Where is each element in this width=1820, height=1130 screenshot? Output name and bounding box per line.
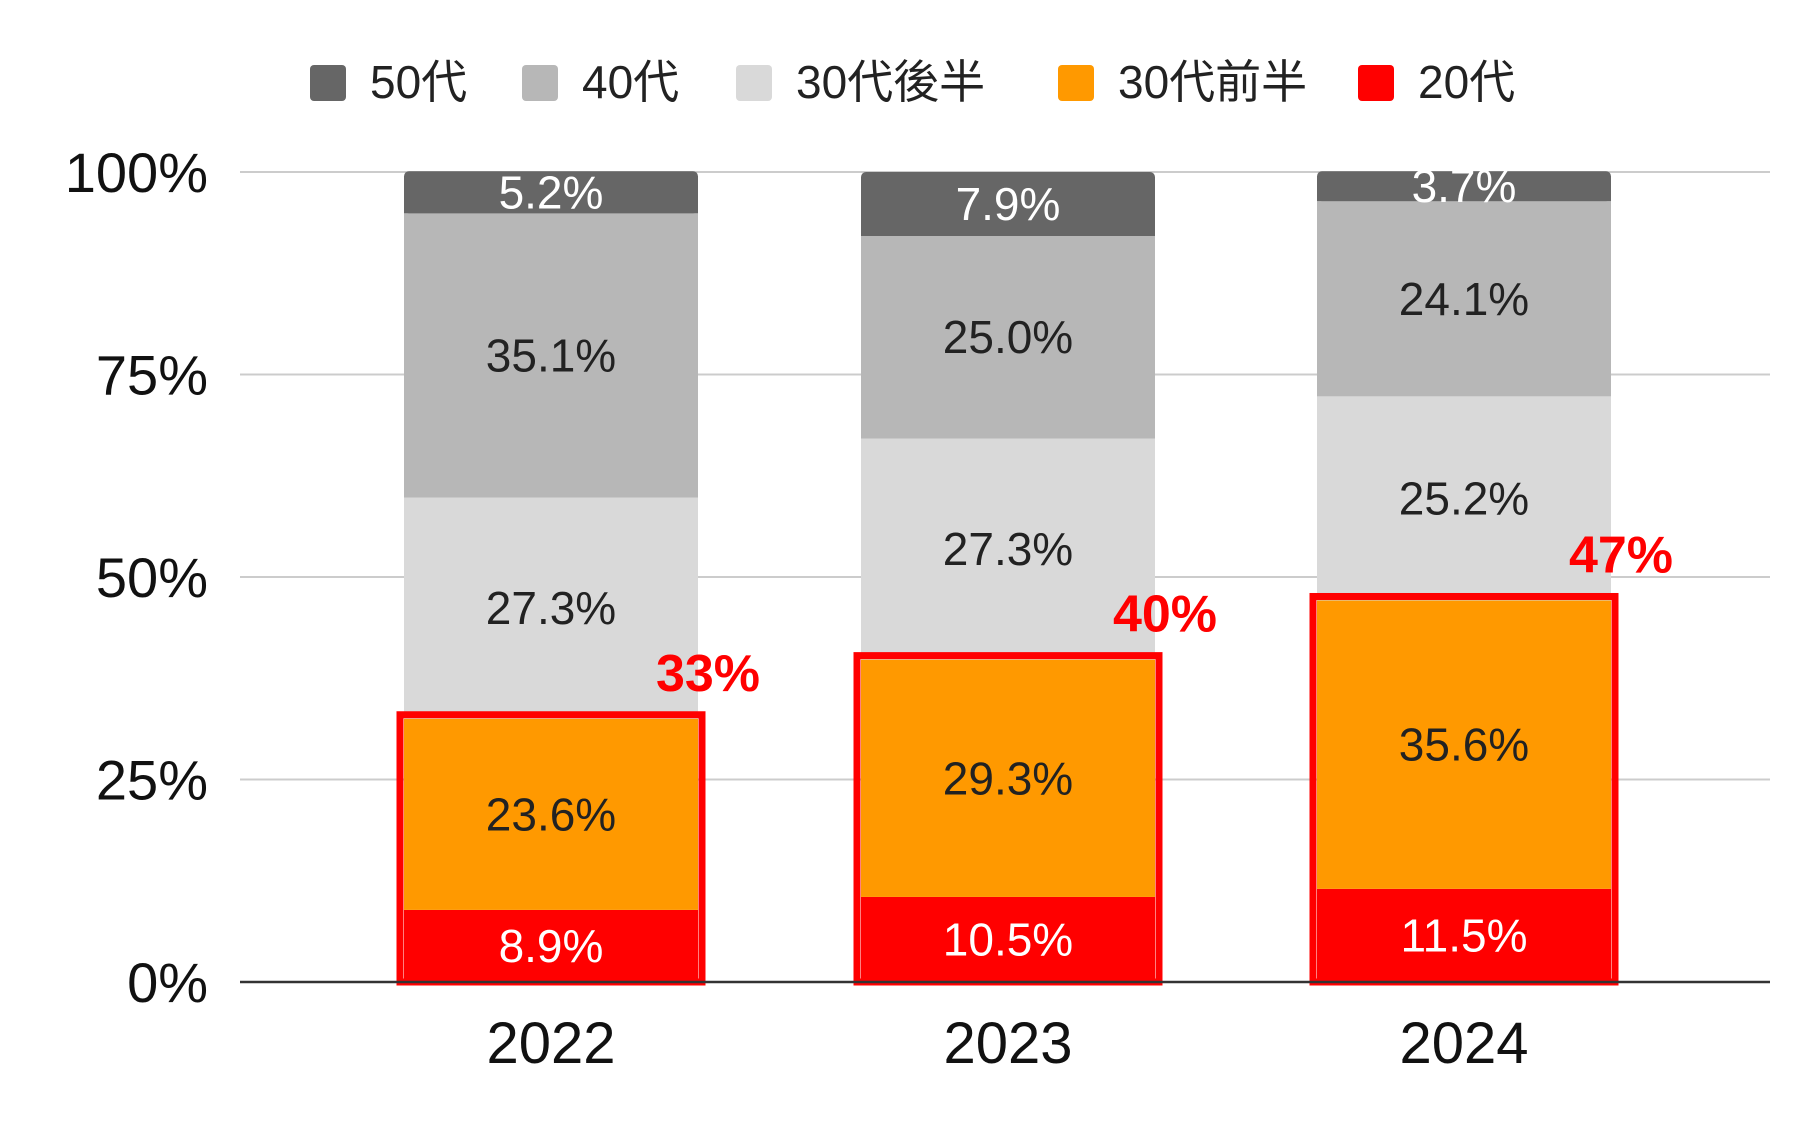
y-tick-label: 0% [127, 951, 208, 1014]
legend-label: 30代後半 [796, 56, 985, 108]
data-label: 25.2% [1399, 472, 1529, 524]
bar-segment-fill [861, 178, 1155, 236]
legend-swatch [1358, 65, 1394, 101]
legend: 50代 40代 30代後半 30代前半 20代 [310, 56, 1515, 108]
bar-segment-2024-3 [1317, 396, 1611, 601]
callout-label: 33% [656, 645, 760, 703]
data-label: 27.3% [943, 523, 1073, 575]
y-tick-label: 100% [65, 141, 208, 204]
x-tick-label: 2022 [486, 1011, 615, 1076]
data-labels: 8.9% 23.6% 27.3% 35.1% 5.2% 10.5% 29.3% 27.3% 25… [486, 160, 1529, 972]
bars [404, 171, 1611, 982]
x-tick-label: 2023 [943, 1011, 1072, 1076]
data-label: 8.9% [499, 920, 604, 972]
data-label: 5.2% [499, 166, 604, 218]
bar-segment-2024-4 [1317, 201, 1611, 397]
data-label: 24.1% [1399, 273, 1529, 325]
bar-segment-2022-1 [404, 909, 698, 982]
data-label: 11.5% [1400, 909, 1527, 961]
legend-label: 50代 [370, 56, 467, 108]
bar-segment-2024-1 [1317, 888, 1611, 982]
data-label: 27.3% [486, 582, 616, 634]
bar-segment-2022-2 [404, 718, 698, 910]
legend-swatch [522, 65, 558, 101]
legend-swatch [310, 65, 346, 101]
bar-segment-2023-2 [861, 659, 1155, 897]
data-label: 23.6% [486, 788, 616, 840]
bar-segment-2024-2 [1317, 600, 1611, 889]
y-tick-label: 50% [96, 546, 208, 609]
bar-segment-2022-3 [404, 497, 698, 719]
bar-segment-fill [1317, 177, 1611, 202]
axes: 0% 25% 50% 75% 100% 2022 2023 2024 [65, 141, 1770, 1076]
bar-segment-2022-4 [404, 213, 698, 498]
callout-labels: 33% 40% 47% [656, 526, 1673, 702]
legend-label: 30代前半 [1118, 56, 1307, 108]
data-label: 35.1% [486, 329, 616, 381]
bar-segment-fill [404, 177, 698, 214]
legend-swatch [1058, 65, 1094, 101]
bar-segment-2023-1 [861, 896, 1155, 982]
y-tick-label: 25% [96, 749, 208, 812]
data-label: 3.7% [1412, 160, 1517, 212]
bar-segment-2023-4 [861, 235, 1155, 439]
legend-label: 40代 [582, 56, 679, 108]
data-label: 29.3% [943, 752, 1073, 804]
data-label: 25.0% [943, 311, 1073, 363]
bar-segment-2023-3 [861, 438, 1155, 660]
data-label: 7.9% [956, 178, 1061, 230]
legend-swatch [736, 65, 772, 101]
legend-label: 20代 [1418, 56, 1515, 108]
data-label: 35.6% [1399, 719, 1529, 771]
callout-label: 40% [1113, 586, 1217, 644]
callout-label: 47% [1569, 526, 1673, 584]
x-tick-label: 2024 [1399, 1011, 1528, 1076]
data-label: 10.5% [943, 913, 1073, 965]
y-tick-label: 75% [96, 344, 208, 407]
